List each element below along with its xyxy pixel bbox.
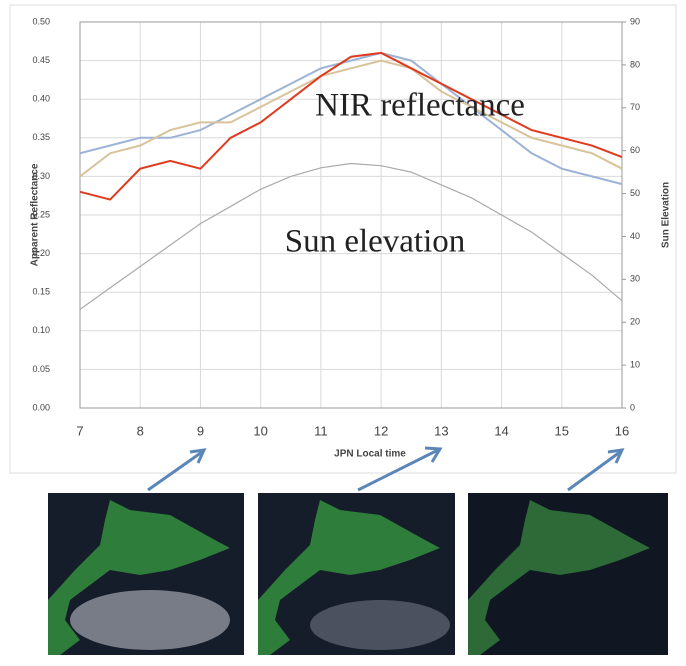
- y2-axis-label: Sun Elevation: [661, 182, 672, 248]
- x-axis-label: JPN Local time: [334, 449, 406, 460]
- plot: 0.00 0.05 0.10 0.15 0.20 0.25 0.30 0.35 0.40 0.45…: [32, 16, 640, 438]
- satellite-images: [48, 493, 668, 655]
- land: [468, 500, 650, 655]
- y-tick-label: 0.15: [32, 287, 50, 297]
- arrows: [147, 446, 625, 492]
- annotation: Sun elevation: [285, 224, 466, 260]
- cloud: [310, 600, 450, 650]
- x-tick-label: 7: [76, 423, 83, 438]
- arrow: [357, 446, 443, 492]
- series-line: [79, 51, 623, 186]
- y-tick-label: 0.30: [32, 171, 50, 181]
- cloud: [70, 590, 230, 650]
- annotation: NIR reflectance: [315, 88, 525, 124]
- series-line: [79, 162, 623, 310]
- x-tick-label: 9: [197, 423, 204, 438]
- y2-tick-label: 0: [630, 402, 635, 412]
- x-tick-label: 8: [137, 423, 144, 438]
- y2-tick-label: 60: [630, 145, 640, 155]
- y2-tick-label: 50: [630, 188, 640, 198]
- y2-tick-label: 30: [630, 274, 640, 284]
- y2-tick-label: 80: [630, 59, 640, 69]
- series-line: [79, 59, 623, 178]
- chart-frame: [9, 4, 677, 474]
- y-tick-label: 0.40: [32, 94, 50, 104]
- y-tick-label: 0.45: [32, 55, 50, 65]
- y-axis-label: Apparent Reflectance: [30, 163, 41, 266]
- y2-tick-label: 10: [630, 359, 640, 369]
- y-tick-label: 0.10: [32, 325, 50, 335]
- y2-tick-label: 20: [630, 317, 640, 327]
- y2-tick-label: 40: [630, 231, 640, 241]
- y-tick-label: 0.20: [32, 248, 50, 258]
- y-tick-label: 0.25: [32, 209, 50, 219]
- series-line: [79, 51, 623, 201]
- y-tick-label: 0.35: [32, 132, 50, 142]
- arrow: [147, 448, 207, 492]
- y2-tick-label: 90: [630, 16, 640, 26]
- x-tick-label: 14: [494, 423, 508, 438]
- x-tick-label: 16: [615, 423, 629, 438]
- plot-border: [79, 21, 623, 409]
- land: [258, 500, 440, 655]
- land: [48, 500, 230, 655]
- x-tick-label: 12: [374, 423, 388, 438]
- arrow: [567, 448, 625, 492]
- y-tick-label: 0.50: [32, 16, 50, 26]
- x-tick-label: 15: [555, 423, 569, 438]
- y-tick-label: 0.05: [32, 364, 50, 374]
- x-tick-label: 10: [253, 423, 267, 438]
- y-tick-label: 0.00: [32, 402, 50, 412]
- x-tick-label: 11: [314, 423, 328, 438]
- y2-tick-label: 70: [630, 102, 640, 112]
- x-tick-label: 13: [434, 423, 448, 438]
